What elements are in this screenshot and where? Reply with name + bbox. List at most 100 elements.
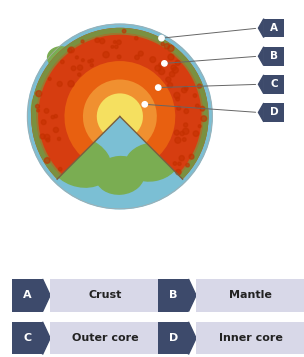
Circle shape	[176, 97, 180, 101]
Circle shape	[175, 60, 180, 65]
Circle shape	[164, 44, 170, 49]
Circle shape	[88, 60, 91, 63]
Wedge shape	[36, 33, 203, 176]
Text: Inner core: Inner core	[219, 333, 283, 343]
Ellipse shape	[55, 50, 94, 102]
Ellipse shape	[48, 137, 111, 187]
Ellipse shape	[74, 33, 144, 82]
Circle shape	[81, 59, 84, 62]
Circle shape	[90, 64, 93, 67]
Circle shape	[51, 115, 54, 119]
Text: D: D	[270, 107, 278, 117]
Circle shape	[173, 162, 177, 165]
Circle shape	[186, 164, 189, 167]
Circle shape	[100, 39, 105, 44]
Circle shape	[138, 51, 143, 56]
Text: C: C	[270, 79, 278, 89]
FancyBboxPatch shape	[50, 279, 160, 312]
Circle shape	[69, 47, 74, 53]
Circle shape	[172, 67, 178, 73]
Ellipse shape	[31, 87, 64, 135]
Circle shape	[122, 29, 126, 33]
Circle shape	[58, 167, 62, 171]
Circle shape	[36, 91, 42, 97]
Circle shape	[75, 56, 78, 59]
Circle shape	[182, 138, 186, 141]
Circle shape	[169, 71, 175, 77]
Circle shape	[174, 130, 179, 135]
Circle shape	[184, 86, 188, 90]
Circle shape	[183, 128, 189, 134]
Circle shape	[37, 109, 40, 112]
FancyBboxPatch shape	[50, 322, 160, 355]
Circle shape	[142, 102, 147, 107]
Circle shape	[159, 69, 165, 75]
FancyBboxPatch shape	[196, 322, 304, 355]
Circle shape	[71, 66, 76, 71]
Circle shape	[159, 35, 164, 41]
Wedge shape	[97, 94, 143, 133]
Circle shape	[168, 83, 173, 88]
Circle shape	[176, 170, 181, 175]
Circle shape	[117, 40, 121, 45]
Circle shape	[168, 45, 174, 51]
Circle shape	[115, 45, 118, 49]
Circle shape	[68, 48, 72, 53]
Circle shape	[198, 125, 201, 128]
Circle shape	[193, 94, 197, 97]
FancyBboxPatch shape	[196, 279, 304, 312]
Wedge shape	[83, 80, 157, 142]
Circle shape	[117, 55, 121, 59]
Circle shape	[162, 61, 167, 66]
Text: C: C	[23, 333, 31, 343]
Circle shape	[201, 116, 207, 121]
Circle shape	[44, 158, 50, 164]
Polygon shape	[188, 279, 196, 312]
Circle shape	[179, 156, 184, 161]
Circle shape	[81, 40, 84, 43]
Circle shape	[193, 131, 199, 136]
Circle shape	[197, 84, 202, 88]
Circle shape	[53, 127, 58, 132]
Circle shape	[36, 105, 40, 108]
Circle shape	[57, 137, 60, 141]
Circle shape	[161, 42, 164, 46]
Wedge shape	[31, 28, 209, 179]
Circle shape	[46, 138, 50, 142]
Circle shape	[103, 51, 109, 58]
FancyBboxPatch shape	[264, 19, 284, 37]
Circle shape	[189, 154, 194, 159]
Circle shape	[44, 109, 49, 113]
FancyBboxPatch shape	[12, 279, 43, 312]
Circle shape	[178, 162, 181, 165]
Circle shape	[168, 54, 174, 60]
Circle shape	[155, 65, 161, 71]
Circle shape	[175, 137, 181, 143]
Ellipse shape	[96, 157, 144, 194]
Text: Outer core: Outer core	[71, 333, 138, 343]
Text: Crust: Crust	[88, 290, 122, 300]
FancyBboxPatch shape	[158, 322, 188, 355]
Circle shape	[40, 134, 45, 139]
Circle shape	[156, 85, 161, 90]
FancyBboxPatch shape	[264, 47, 284, 66]
Circle shape	[60, 60, 64, 64]
Circle shape	[195, 104, 199, 108]
Circle shape	[171, 65, 176, 70]
Circle shape	[174, 92, 180, 99]
Circle shape	[135, 55, 139, 60]
Circle shape	[181, 87, 187, 93]
Circle shape	[78, 65, 83, 70]
Circle shape	[135, 36, 138, 40]
Circle shape	[200, 106, 205, 111]
Text: B: B	[169, 290, 178, 300]
Polygon shape	[43, 279, 50, 312]
Polygon shape	[43, 322, 50, 355]
FancyBboxPatch shape	[158, 279, 188, 312]
Circle shape	[180, 131, 184, 136]
Circle shape	[113, 41, 116, 44]
Circle shape	[41, 120, 46, 125]
Circle shape	[44, 134, 50, 140]
Circle shape	[57, 81, 62, 86]
Text: D: D	[169, 333, 178, 343]
